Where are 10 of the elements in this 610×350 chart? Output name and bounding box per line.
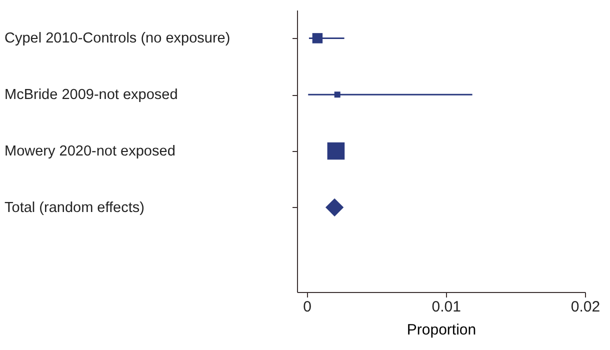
point: [325, 198, 344, 216]
x-tick-label: 0.01: [432, 298, 461, 316]
y-tick-label: Total (random effects): [4, 200, 144, 216]
x-tick-label: 0: [303, 298, 312, 316]
x-tick-label: 0.02: [570, 298, 600, 316]
x-axis-title: Proportion: [406, 322, 476, 338]
point: [312, 33, 323, 44]
y-tick-label: Cypel 2010-Controls (no exposure): [4, 30, 230, 47]
y-tick-label: Mowery 2020-not exposed: [4, 144, 176, 160]
y-tick-label: McBride 2009-not exposed: [4, 87, 178, 104]
